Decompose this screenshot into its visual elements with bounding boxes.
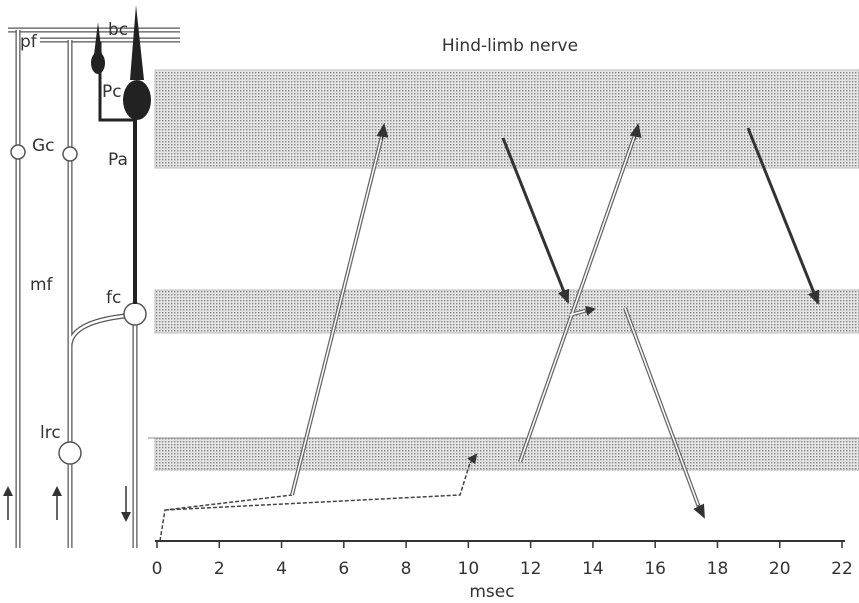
- x-tick-label: 4: [276, 559, 287, 579]
- x-tick-label: 14: [582, 559, 604, 579]
- title: Hind-limb nerve: [442, 36, 578, 56]
- x-tick-label: 16: [644, 559, 666, 579]
- label: bc: [108, 20, 128, 40]
- label: fc: [106, 288, 121, 308]
- axis-label: msec: [469, 582, 514, 602]
- x-tick-label: 22: [831, 559, 853, 579]
- x-tick-label: 20: [769, 559, 791, 579]
- x-tick-label: 0: [152, 559, 163, 579]
- x-tick-label: 6: [338, 559, 349, 579]
- band: [155, 438, 859, 470]
- diagram: Hind-limb nerve pf bc Pc Gc Pa mf fc lrc: [0, 0, 859, 603]
- label: Pa: [108, 150, 128, 170]
- x-tick-label: 18: [707, 559, 729, 579]
- label: Gc: [32, 136, 55, 156]
- label: lrc: [40, 423, 61, 443]
- x-tick-label: 10: [458, 559, 480, 579]
- label: mf: [30, 275, 54, 295]
- x-tick-label: 2: [214, 559, 225, 579]
- label: pf: [20, 32, 38, 52]
- band: [155, 290, 859, 333]
- x-tick-label: 12: [520, 559, 542, 579]
- x-tick-label: 8: [401, 559, 412, 579]
- band: [155, 70, 859, 168]
- label: Pc: [102, 82, 122, 102]
